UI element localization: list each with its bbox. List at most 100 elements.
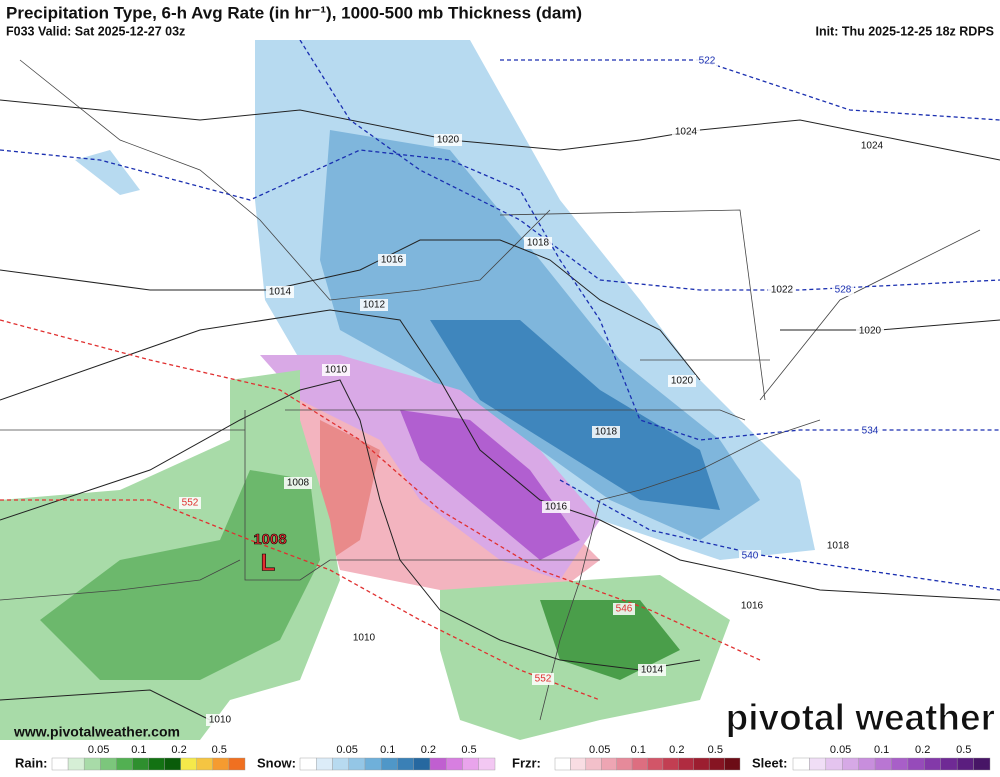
isobar-label: 1016: [545, 502, 568, 513]
legend-swatch: [478, 757, 496, 771]
isobar-label: 1014: [641, 665, 664, 676]
isobar: [0, 99, 1000, 161]
label-bg: [668, 375, 696, 387]
snow-heavy: [430, 320, 720, 510]
isobar-label: 1018: [827, 541, 850, 552]
legend-swatch: [631, 757, 648, 771]
legend-swatch: [616, 757, 633, 771]
label-bg: [350, 632, 378, 644]
legend-swatch: [116, 757, 133, 771]
legend-swatch: [180, 757, 197, 771]
legend-swatch: [446, 757, 463, 771]
state-line: [499, 209, 766, 401]
isobar-label: 1014: [269, 287, 292, 298]
label-bg: [542, 501, 570, 513]
isobar-label: 1012: [363, 300, 386, 311]
legend-swatch: [907, 757, 925, 771]
isobar-label: 1016: [741, 601, 764, 612]
legend: Rain: 0.05 0.1 0.2 0.5 Snow: 0.05 0.1 0.2 0.5 Frzr…: [15, 744, 991, 771]
isobar-label: 1020: [671, 376, 694, 387]
isobar: [0, 239, 701, 381]
legend-swatch: [601, 757, 617, 771]
title: Precipitation Type, 6-h Avg Rate (in hr⁻…: [6, 3, 582, 22]
isobar-label: 1010: [353, 633, 376, 644]
label-bg: [672, 126, 700, 138]
legend-tick-label: 0.2: [669, 744, 684, 756]
legend-swatch: [708, 757, 725, 771]
label-bg: [179, 497, 201, 509]
legend-tick-label: 0.05: [589, 744, 610, 756]
coastline: [599, 419, 821, 501]
state-line: [285, 409, 746, 421]
legend-swatch: [316, 757, 333, 771]
legend-name: Frzr:: [512, 755, 541, 770]
logo: pivotal weather: [726, 697, 995, 738]
label-bg: [739, 550, 761, 562]
legend-swatch: [940, 757, 958, 771]
label-bg: [284, 477, 312, 489]
legend-swatch: [164, 757, 181, 771]
legend-swatch: [397, 757, 414, 771]
snow-light: [75, 150, 140, 195]
legend-swatch: [891, 757, 909, 771]
thickness-label: 552: [535, 674, 552, 685]
label-bg: [266, 286, 294, 298]
rain-moderate: [40, 470, 320, 680]
isobar-label: 1024: [675, 127, 698, 138]
legend-swatch: [825, 757, 843, 771]
thickness-label: 546: [616, 604, 633, 615]
label-bg: [532, 673, 554, 685]
coastline: [759, 229, 981, 401]
legend-swatch: [662, 757, 679, 771]
label-bg: [859, 425, 881, 437]
legend-swatch: [724, 757, 741, 771]
legend-tick-label: 0.2: [171, 744, 186, 756]
isobar-label: 1010: [325, 365, 348, 376]
legend-swatch: [413, 757, 431, 771]
thickness-label: 540: [742, 551, 759, 562]
low-pressure: 1008: [253, 531, 286, 548]
label-bg: [613, 603, 635, 615]
label-bg: [378, 254, 406, 266]
legend-tick-label: 0.05: [88, 744, 109, 756]
legend-swatch: [100, 757, 117, 771]
low-letter: L: [261, 549, 276, 576]
valid-time: F033 Valid: Sat 2025-12-27 03z: [6, 24, 185, 38]
legend-swatch: [462, 757, 479, 771]
isobar: [0, 309, 1000, 601]
label-bg: [768, 284, 796, 296]
isobar-label: 1010: [209, 715, 232, 726]
legend-swatch: [570, 757, 587, 771]
contour-labels: 1020 1024 1024 1018 1016 1014 1012 1010 1008 1020…: [179, 55, 886, 726]
website: www.pivotalweather.com: [13, 724, 180, 740]
legend-swatch: [678, 757, 694, 771]
precip-fields: [0, 40, 815, 740]
legend-swatch: [792, 757, 810, 771]
state-line: [244, 410, 331, 581]
isobar-label: 1020: [437, 135, 460, 146]
isobar-label: 1022: [771, 285, 794, 296]
legend-tick-label: 0.1: [631, 744, 646, 756]
legend-swatch: [132, 757, 149, 771]
legend-swatch: [51, 757, 69, 771]
legend-tick-label: 0.5: [708, 744, 723, 756]
label-bg: [206, 714, 234, 726]
legend-swatch: [148, 757, 165, 771]
thickness-label: 528: [835, 285, 852, 296]
state-line: [0, 559, 241, 601]
legend-swatch: [228, 757, 246, 771]
legend-swatch: [924, 757, 941, 771]
legend-swatch: [554, 757, 571, 771]
lake-shore: [19, 59, 551, 301]
legend-swatch: [647, 757, 664, 771]
boundaries: [0, 59, 981, 721]
low-center: 1008 L: [253, 531, 287, 577]
thickness-label: 534: [862, 426, 879, 437]
legend-swatch: [693, 757, 710, 771]
isobar: [0, 379, 701, 671]
label-bg: [638, 664, 666, 676]
legend-tick-label: 0.1: [131, 744, 146, 756]
rain-heavy: [540, 600, 680, 680]
legend-tick-label: 0.1: [380, 744, 395, 756]
